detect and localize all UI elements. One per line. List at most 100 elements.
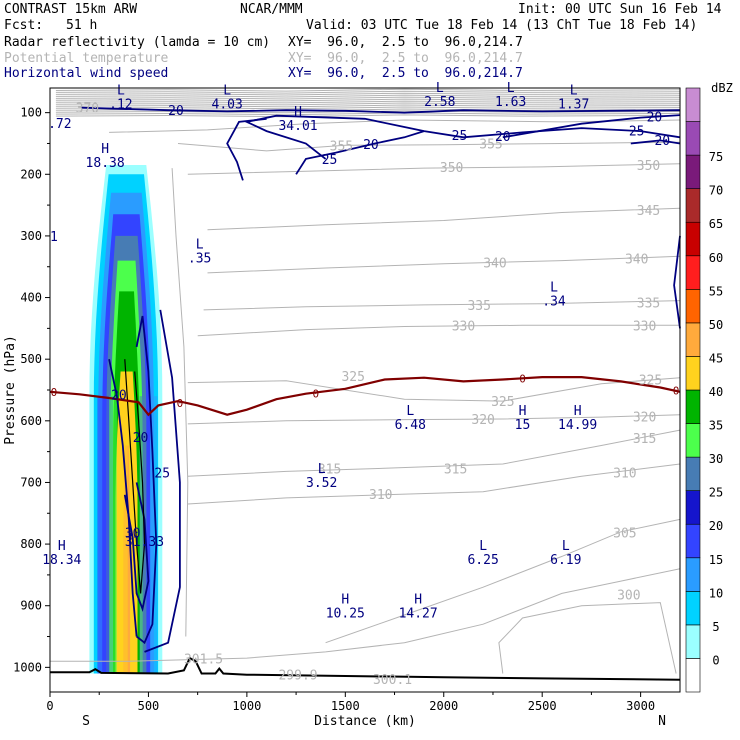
theta-label-21: 355	[330, 139, 353, 154]
extremum-value-11: 15	[515, 418, 531, 433]
colorbar-swatch-9	[685, 356, 701, 391]
extremum-value-19: 14.27	[399, 606, 438, 621]
wind-contour-10	[673, 235, 681, 329]
wind-contour-8	[144, 309, 181, 653]
extremum-value-12: 14.99	[558, 418, 597, 433]
forecast-label: Fcst:	[4, 18, 44, 33]
x-tick-label-4: 2000	[429, 699, 458, 713]
theta-label-15: 335	[637, 296, 660, 311]
colorbar-swatch-0	[685, 658, 701, 693]
y-tick-label-0: 100	[20, 106, 42, 120]
wind-label-7: 20	[654, 134, 670, 149]
extremum-value-17: 6.19	[550, 553, 581, 568]
theta-strat-line-12	[55, 112, 681, 116]
extremum-kind-11: H	[519, 404, 527, 419]
theta-label-7: 320	[471, 413, 494, 428]
extremum-value-15: 18.34	[42, 553, 81, 568]
x-tick-label-6: 3000	[626, 699, 655, 713]
extremum-kind-18: H	[341, 592, 349, 607]
theta-label-0: 300	[617, 589, 640, 604]
theta-strat-line-6	[55, 100, 681, 104]
zero-isotherm-label-0: 0	[51, 386, 58, 399]
field-reflectivity-title: Radar reflectivity (lamda = 10 cm)	[4, 35, 271, 50]
theta-strat-line-1	[55, 90, 681, 94]
zero-isotherm-label-4: 0	[673, 385, 680, 398]
extremum-kind-12: H	[574, 404, 582, 419]
colorbar-label-2: 10	[709, 586, 723, 600]
extremum-kind-16: L	[479, 539, 487, 554]
colorbar-label-1: 5	[712, 620, 719, 634]
reflectivity-stripe-2	[120, 396, 128, 674]
colorbar-unit: dBZ	[711, 81, 733, 95]
colorbar-swatch-1	[685, 624, 701, 659]
theta-label-11: 325	[639, 374, 662, 389]
extremum-kind-17: L	[562, 539, 570, 554]
colorbar-label-13: 65	[709, 217, 723, 231]
theta-isentrope-0	[50, 568, 681, 662]
model-name: CONTRAST 15km ARW	[4, 2, 138, 17]
wind-label-10: 25	[154, 467, 170, 482]
y-tick-label-3: 400	[20, 291, 42, 305]
theta-label-22: 355	[479, 137, 502, 152]
y-tick-label-5: 600	[20, 414, 42, 428]
wind-contour-9	[123, 482, 150, 612]
stray-label-0: 1	[50, 230, 58, 245]
colorbar-label-5: 25	[709, 486, 723, 500]
colorbar-label-15: 75	[709, 150, 723, 164]
theta-label-16: 340	[483, 256, 506, 271]
theta-label-13: 330	[633, 319, 656, 334]
colorbar-label-0: 0	[712, 653, 719, 667]
wind-label-1: 20	[363, 138, 379, 153]
theta-label-19: 350	[440, 161, 463, 176]
colorbar-swatch-2	[685, 591, 701, 626]
theta-isentrope-2	[187, 463, 681, 505]
extremum-value-10: 6.48	[395, 418, 426, 433]
refl-contour-inner	[124, 359, 146, 594]
theta-label-4: 315	[318, 462, 341, 477]
wind-contour-7	[135, 315, 158, 645]
theta-label-18: 345	[637, 204, 660, 219]
theta-strat-line-2	[55, 92, 681, 96]
colorbar-swatch-12	[685, 255, 701, 290]
colorbar-label-4: 20	[709, 519, 723, 533]
colorbar-swatch-5	[685, 490, 701, 525]
theta-label-26: 300.1	[373, 673, 412, 688]
init-time: Init: 00 UTC Sun 16 Feb 14	[518, 2, 722, 17]
theta-strat-line-8	[55, 104, 681, 108]
theta-label-5: 315	[444, 462, 467, 477]
theta-label-10: 325	[491, 395, 514, 410]
theta-label-1: 305	[613, 526, 636, 541]
extremum-kind-1: L	[223, 83, 231, 98]
colorbar-swatch-17	[685, 87, 701, 122]
x-tick-label-2: 1000	[232, 699, 261, 713]
y-axis-title: Pressure (hPa)	[3, 335, 18, 445]
field-wind-title: Horizontal wind speed	[4, 66, 169, 81]
reflectivity-stripe-1	[109, 396, 117, 674]
theta-label-14: 335	[467, 299, 490, 314]
extremum-value-9: .34	[542, 295, 566, 310]
wind-label-9: 20	[133, 431, 149, 446]
wind-contour-4	[502, 114, 681, 139]
theta-strat-line-13	[55, 114, 681, 118]
organization: NCAR/MMM	[240, 2, 303, 17]
colorbar-swatch-7	[685, 423, 701, 458]
colorbar-swatch-13	[685, 221, 701, 257]
reflectivity-stripe-4	[150, 396, 158, 674]
theta-isentrope-8	[207, 255, 681, 274]
y-tick-label-6: 700	[20, 475, 42, 489]
y-tick-label-2: 300	[20, 229, 42, 243]
colorbar-label-3: 15	[709, 553, 723, 567]
x-axis-title: Distance (km)	[314, 714, 416, 729]
theta-isentrope-7	[203, 300, 681, 311]
y-tick-label-7: 800	[20, 537, 42, 551]
theta-label-24: 301.5	[184, 653, 223, 668]
zero-isotherm-line	[49, 376, 681, 417]
field-wind-xy: XY= 96.0, 2.5 to 96.0,214.7	[288, 66, 523, 81]
theta-label-8: 320	[633, 411, 656, 426]
theta-cell-edge	[171, 168, 189, 637]
wind-label-3: 25	[452, 129, 468, 144]
theta-isentrope-12	[109, 119, 681, 133]
x-endpoint-right: N	[658, 714, 666, 729]
wind-contour-0	[81, 106, 681, 114]
